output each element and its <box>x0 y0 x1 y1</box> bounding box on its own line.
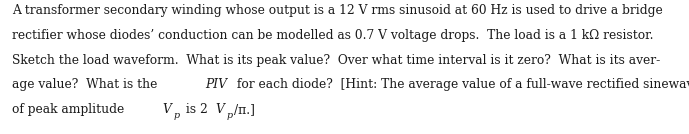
Text: /π.]: /π.] <box>234 103 255 116</box>
Text: V: V <box>162 103 171 116</box>
Text: age value?  What is the: age value? What is the <box>12 78 162 91</box>
Text: of peak amplitude: of peak amplitude <box>12 103 129 116</box>
Text: for each diode?  [Hint: The average value of a full-wave rectified sinewave: for each diode? [Hint: The average value… <box>234 78 689 91</box>
Text: rectifier whose diodes’ conduction can be modelled as 0.7 V voltage drops.  The : rectifier whose diodes’ conduction can b… <box>12 29 654 42</box>
Text: is 2: is 2 <box>182 103 207 116</box>
Text: p: p <box>227 111 233 120</box>
Text: V: V <box>215 103 224 116</box>
Text: Sketch the load waveform.  What is its peak value?  Over what time interval is i: Sketch the load waveform. What is its pe… <box>12 54 661 67</box>
Text: p: p <box>174 111 180 120</box>
Text: PIV: PIV <box>205 78 227 91</box>
Text: A transformer secondary winding whose output is a 12 V rms sinusoid at 60 Hz is : A transformer secondary winding whose ou… <box>12 4 663 17</box>
